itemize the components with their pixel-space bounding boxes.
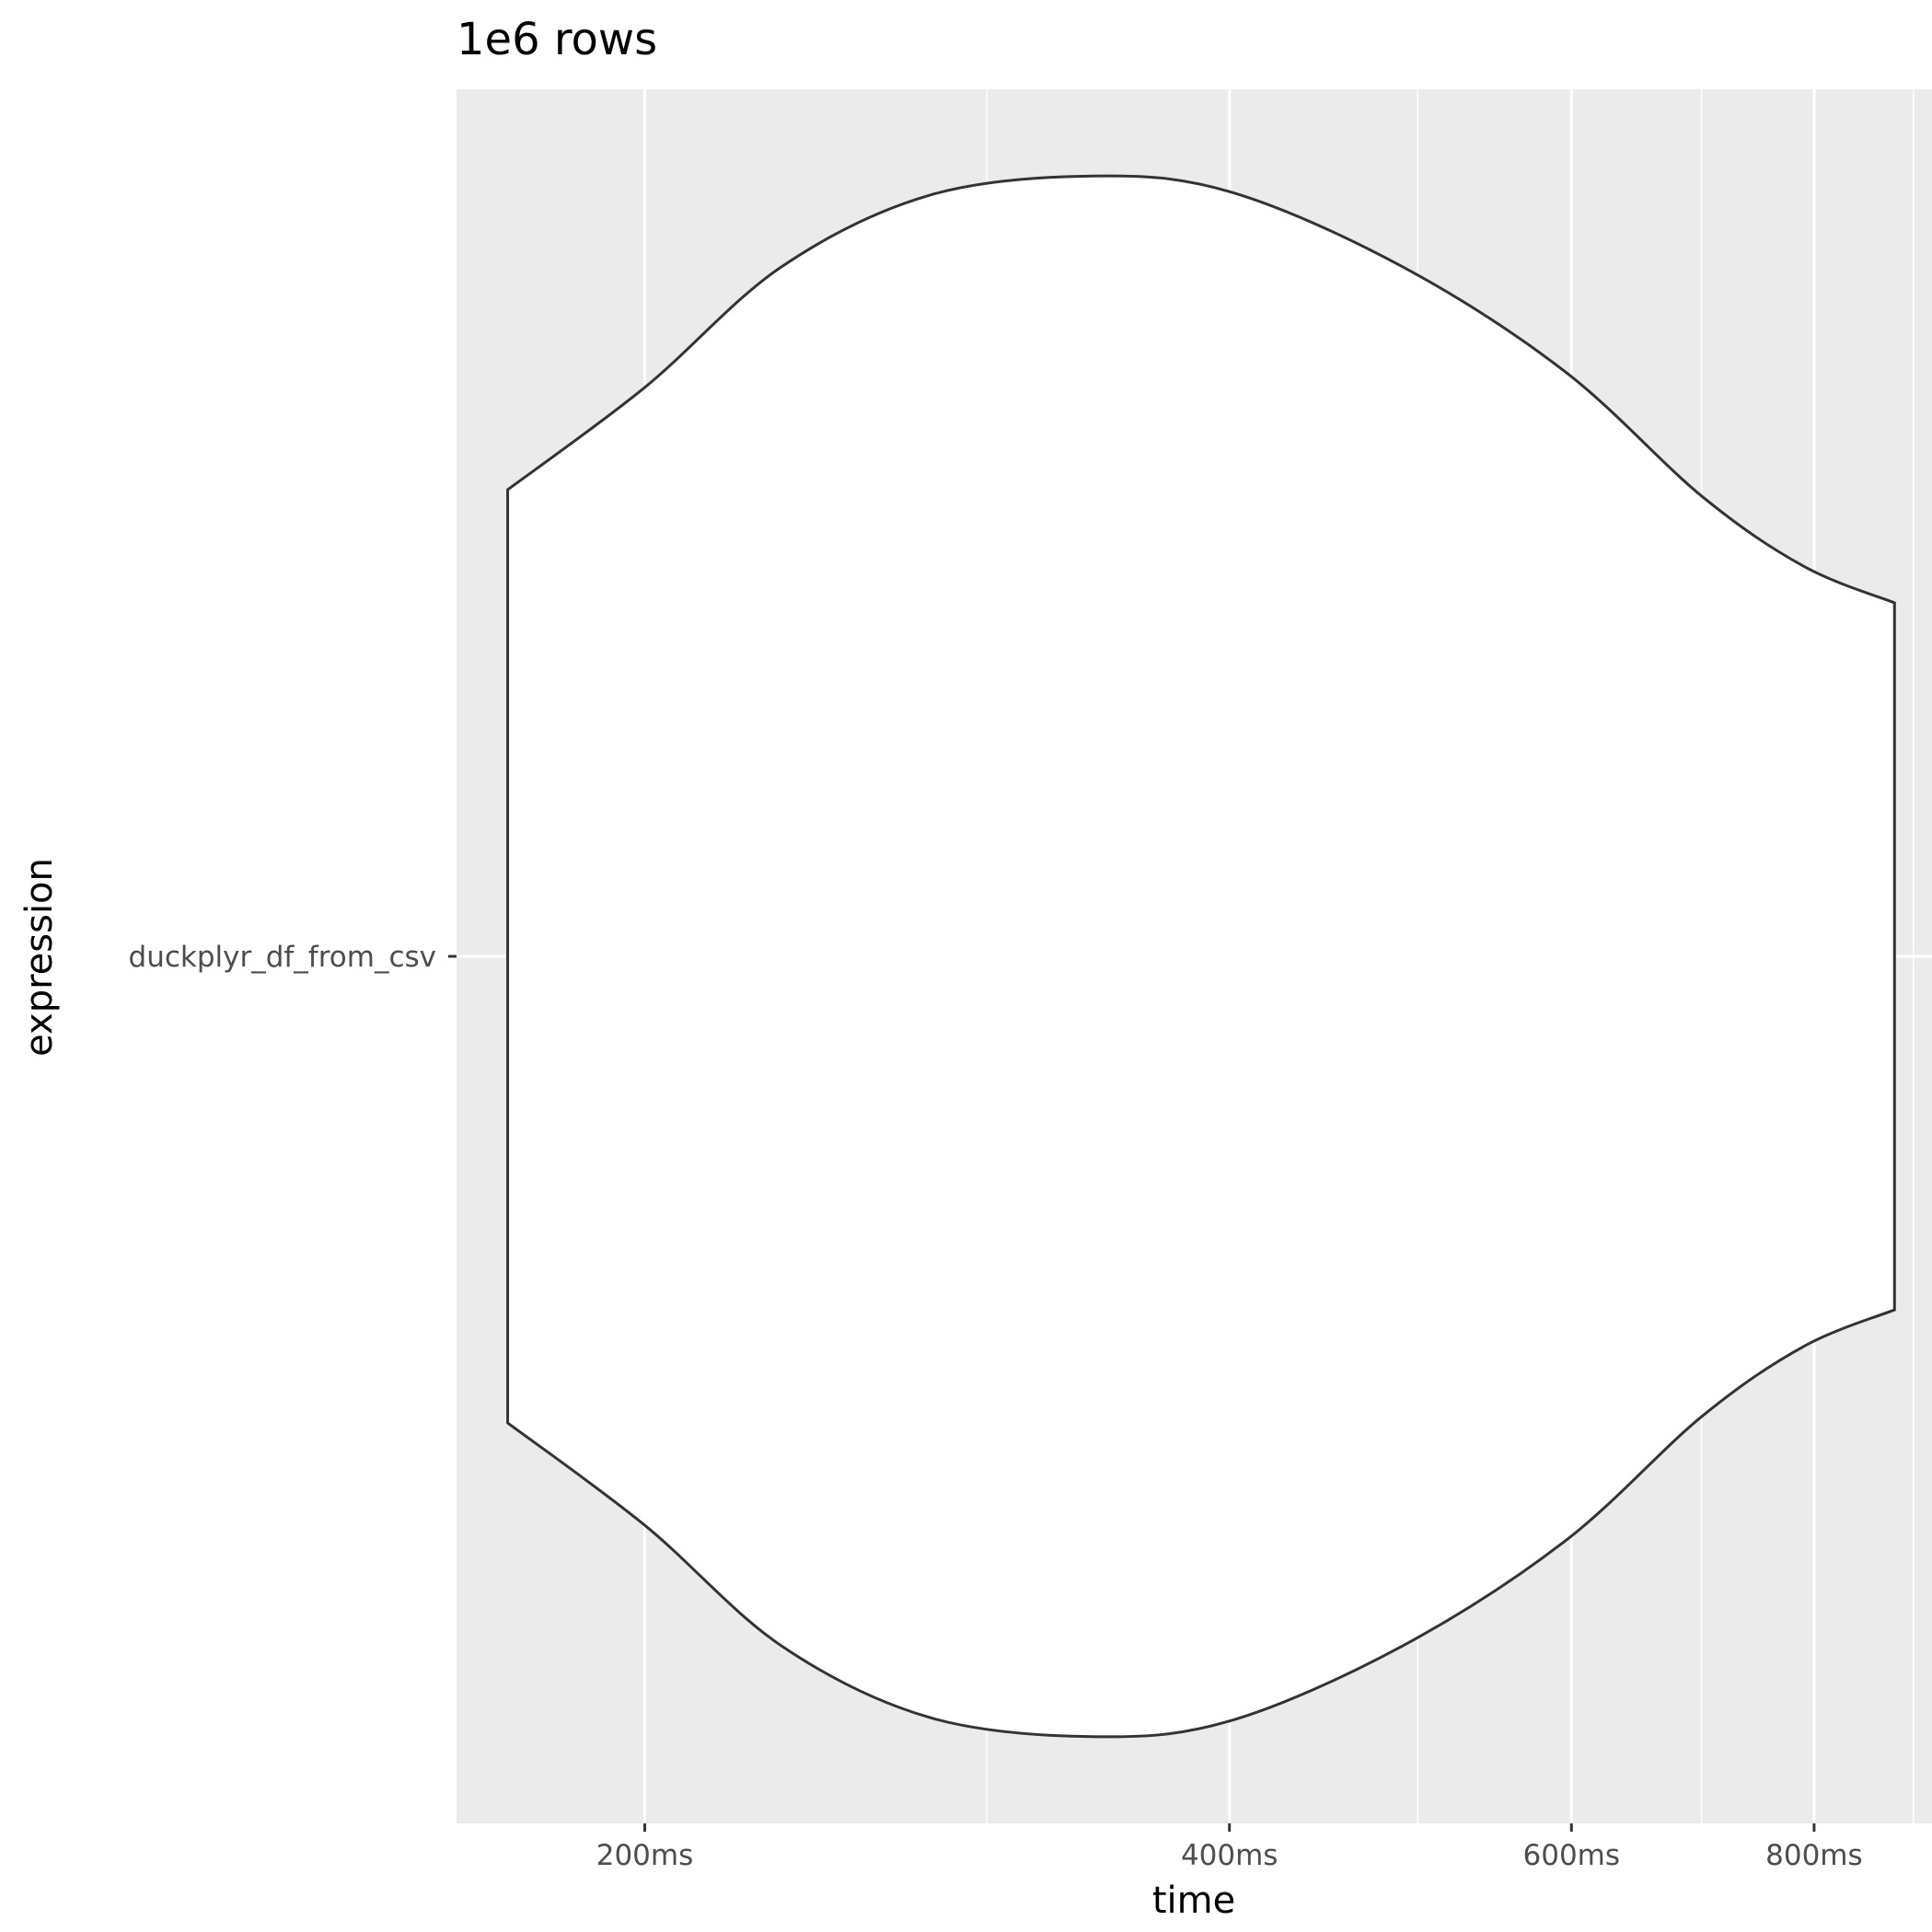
y-axis: duckplyr_df_from_csv bbox=[129, 941, 457, 974]
x-tick-label: 800ms bbox=[1765, 1839, 1863, 1872]
x-axis: 200ms 400ms 600ms 800ms bbox=[596, 1823, 1863, 1872]
chart-title: 1e6 rows bbox=[457, 14, 657, 65]
y-tick-label: duckplyr_df_from_csv bbox=[129, 941, 436, 974]
violin-duckplyr_df_from_csv bbox=[506, 174, 1896, 1739]
y-axis-title: expression bbox=[18, 858, 61, 1057]
x-axis-title: time bbox=[1152, 1880, 1235, 1922]
x-tick-label: 400ms bbox=[1181, 1839, 1278, 1872]
x-tick-label: 200ms bbox=[596, 1839, 694, 1872]
violin-layer bbox=[506, 174, 1896, 1739]
x-tick-label: 600ms bbox=[1523, 1839, 1621, 1872]
